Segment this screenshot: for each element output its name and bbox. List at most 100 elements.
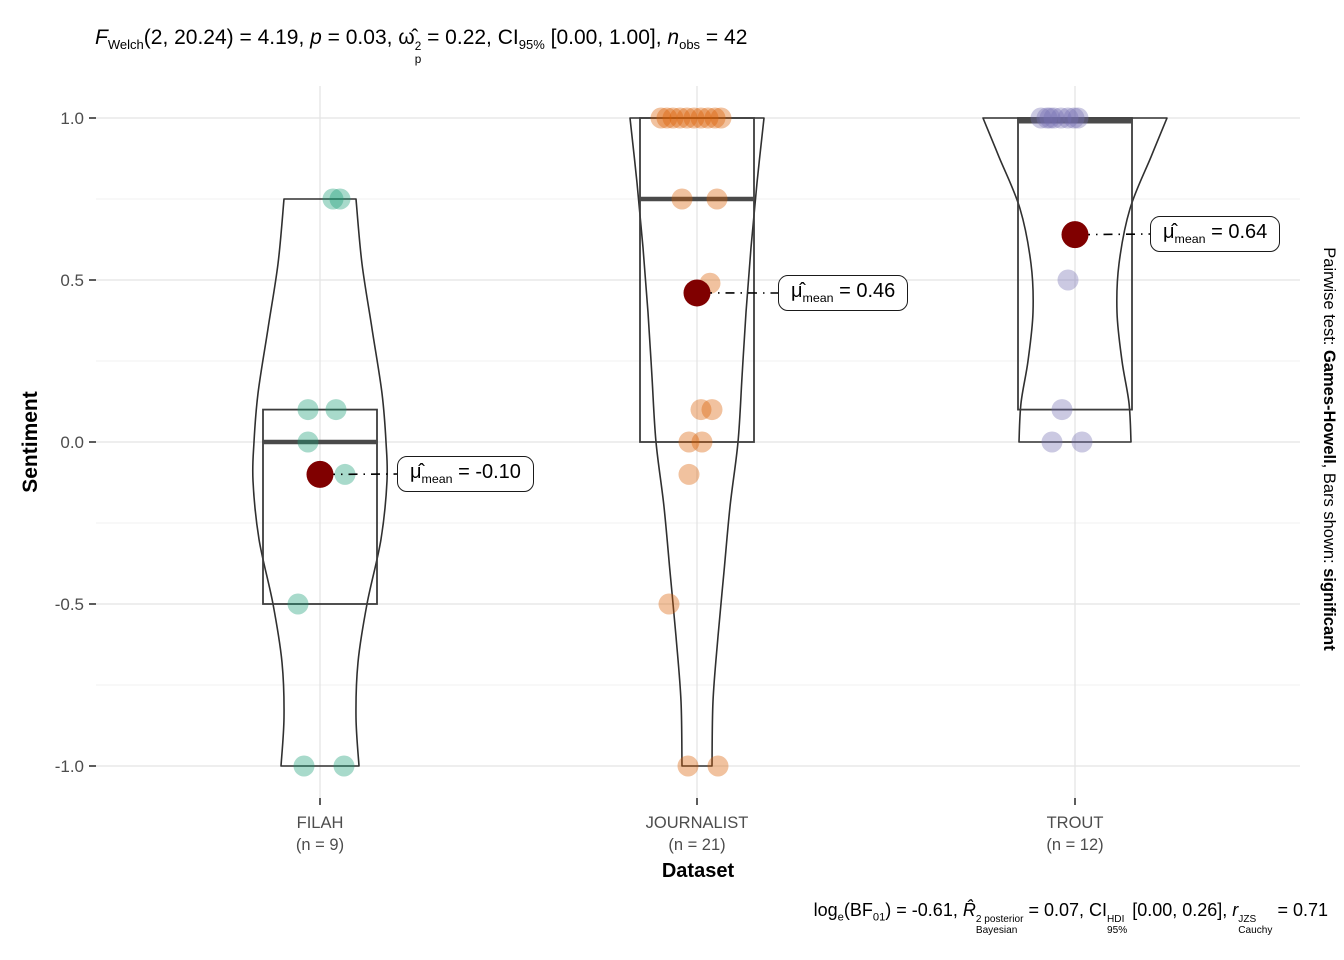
y-tick-label: 0.0 <box>60 433 84 452</box>
text-segment: JZS Cauchy <box>1238 913 1273 936</box>
pairwise-test-label: Pairwise test: Games-Howell, Bars shown:… <box>1319 247 1338 650</box>
data-point <box>333 755 355 777</box>
data-point <box>1030 107 1052 129</box>
data-point <box>1041 431 1063 453</box>
text-segment: Welch <box>107 37 144 53</box>
data-point <box>701 399 723 421</box>
data-point <box>334 463 356 485</box>
data-point <box>676 107 698 129</box>
group-name-label: JOURNALIST <box>646 814 749 832</box>
text-segment: Pairwise test: <box>1320 247 1338 350</box>
data-point <box>658 593 680 615</box>
x-axis-title: Dataset <box>661 860 735 882</box>
data-point <box>1050 107 1072 129</box>
data-point <box>704 107 726 129</box>
text-segment: μ̂ <box>791 280 803 303</box>
data-point <box>706 188 728 210</box>
data-point <box>297 431 319 453</box>
text-segment: (2, 20.24) = 4.19, <box>143 26 311 49</box>
y-tick-label: 0.5 <box>60 271 84 290</box>
data-point <box>690 107 712 129</box>
text-segment: = 0.07, CI <box>1023 900 1108 920</box>
boxplot-box <box>1017 117 1133 411</box>
text-segment: (BF <box>843 900 873 920</box>
data-point <box>671 188 693 210</box>
text-segment: mean <box>1174 231 1206 246</box>
violin-outline <box>251 198 389 767</box>
text-segment: 01 <box>872 911 886 924</box>
y-axis-title: Sentiment <box>19 391 42 493</box>
group-filah <box>251 188 398 777</box>
text-segment: e <box>837 911 844 924</box>
text-segment: r <box>1232 900 1239 920</box>
data-point <box>678 463 700 485</box>
boxplot-box <box>262 408 378 605</box>
mean-label-filah: μ̂mean = -0.10 <box>397 456 534 492</box>
data-point <box>1051 399 1073 421</box>
text-segment: 95% <box>518 37 545 53</box>
data-point <box>322 188 344 210</box>
bayes-caption: loge(BF01) = -0.61, R̂ 2 posterior Bayesia… <box>814 900 1328 936</box>
text-segment: = 0.71 <box>1272 900 1328 920</box>
text-segment: = 0.46 <box>833 280 896 303</box>
text-segment: = 0.64 <box>1205 221 1268 244</box>
text-segment: , Bars shown: <box>1320 463 1338 569</box>
data-point <box>697 107 719 129</box>
group-name-label: FILAH <box>297 814 344 832</box>
violin-outline <box>629 117 765 767</box>
text-segment: = 0.22, CI <box>421 26 519 49</box>
text-segment: obs <box>679 37 701 53</box>
data-point <box>1071 431 1093 453</box>
text-segment: Games-Howell <box>1320 349 1338 464</box>
data-point <box>678 431 700 453</box>
text-segment: n <box>667 26 680 49</box>
group-n-label: (n = 12) <box>1046 836 1103 854</box>
text-segment: HDI 95% <box>1107 913 1128 936</box>
text-segment: significant <box>1320 568 1338 651</box>
text-segment: R̂ <box>962 900 976 920</box>
mean-dot <box>683 279 711 307</box>
data-point <box>1039 107 1061 129</box>
data-point <box>650 107 672 129</box>
group-n-label: (n = 21) <box>668 836 725 854</box>
data-point <box>677 755 699 777</box>
text-segment: ω̂ <box>398 26 415 49</box>
text-segment: μ̂ <box>1163 221 1175 244</box>
text-segment: 2 posterior Bayesian <box>975 913 1024 936</box>
data-point <box>669 107 691 129</box>
data-point <box>656 107 678 129</box>
data-point <box>329 188 351 210</box>
data-point <box>690 399 712 421</box>
boxplot-box <box>639 117 755 443</box>
mean-label-trout: μ̂mean = 0.64 <box>1150 216 1281 252</box>
group-trout <box>982 107 1168 453</box>
text-segment: p <box>310 26 322 49</box>
text-segment: = -0.10 <box>452 461 521 484</box>
group-n-label: (n = 9) <box>296 836 344 854</box>
text-segment: [0.00, 1.00], <box>544 26 668 49</box>
mean-dot <box>306 460 334 488</box>
data-point <box>1036 107 1058 129</box>
text-segment: = 42 <box>700 26 748 49</box>
data-point <box>1063 107 1085 129</box>
data-point <box>1057 107 1079 129</box>
data-point <box>683 107 705 129</box>
text-segment: μ̂ <box>410 461 422 484</box>
group-name-label: TROUT <box>1047 814 1104 832</box>
group-journalist <box>629 107 779 777</box>
y-tick-label: -0.5 <box>55 595 84 614</box>
data-point <box>707 755 729 777</box>
text-segment: [0.00, 0.26], <box>1127 900 1233 920</box>
data-point <box>710 107 732 129</box>
data-point <box>1067 107 1089 129</box>
y-tick-label: 1.0 <box>60 109 84 128</box>
data-point <box>293 755 315 777</box>
data-point <box>325 399 347 421</box>
text-segment: mean <box>802 290 834 305</box>
data-point <box>1043 107 1065 129</box>
data-point <box>287 593 309 615</box>
text-segment: mean <box>421 471 453 486</box>
